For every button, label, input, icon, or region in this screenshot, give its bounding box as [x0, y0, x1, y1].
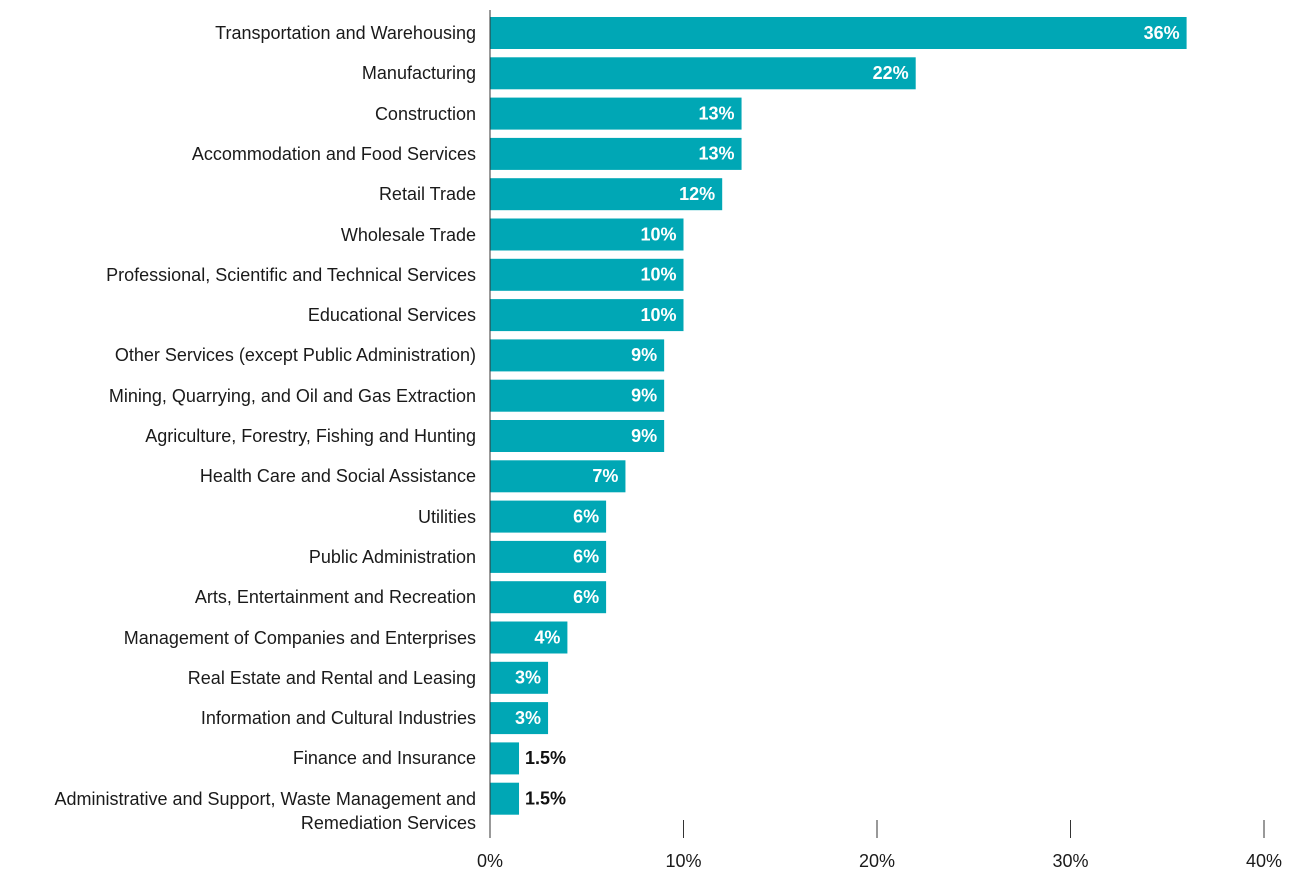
bar	[490, 57, 916, 90]
data-label: 10%	[640, 265, 676, 285]
bar	[490, 218, 684, 251]
data-label: 6%	[573, 506, 599, 526]
category-label: Construction	[374, 103, 476, 124]
category-label: Public Administration	[308, 546, 476, 567]
x-tick-label: 0%	[477, 851, 503, 871]
category-label: Administrative and Support, Waste Manage…	[54, 788, 476, 833]
x-tick-label: 10%	[665, 851, 701, 871]
data-label: 3%	[515, 668, 541, 688]
bar	[490, 420, 665, 452]
category-label: Manufacturing	[361, 63, 476, 84]
data-label: 13%	[699, 144, 735, 164]
category-label: Health Care and Social Assistance	[199, 466, 476, 487]
bar	[490, 540, 607, 573]
data-label: 6%	[573, 547, 599, 567]
bar	[490, 742, 520, 775]
bar	[490, 500, 607, 533]
data-label: 36%	[1144, 23, 1180, 43]
bar	[490, 379, 665, 412]
data-label: 1.5%	[525, 748, 566, 768]
category-label: Retail Trade	[378, 184, 476, 205]
data-label: 10%	[640, 305, 676, 325]
category-label: Utilities	[417, 506, 476, 527]
bar	[490, 17, 1187, 49]
data-label: 12%	[679, 184, 715, 204]
bar	[490, 702, 549, 735]
category-label: Transportation and Warehousing	[215, 23, 476, 43]
data-label: 9%	[631, 385, 657, 405]
bar	[490, 178, 723, 211]
data-label: 4%	[534, 627, 560, 647]
category-label: Other Services (except Public Administra…	[114, 345, 476, 366]
x-tick-label: 30%	[1052, 851, 1088, 871]
category-label: Management of Companies and Enterprises	[123, 627, 476, 648]
bar	[490, 339, 665, 372]
data-label: 22%	[873, 63, 909, 83]
x-tick-label: 40%	[1246, 851, 1282, 871]
category-label: Agriculture, Forestry, Fishing and Hunti…	[145, 426, 476, 446]
data-label: 9%	[631, 426, 657, 446]
bar	[490, 137, 742, 170]
data-label: 3%	[515, 708, 541, 728]
bar	[490, 621, 568, 654]
data-label: 1.5%	[525, 788, 566, 808]
bar	[490, 97, 742, 130]
category-label: Real Estate and Rental and Leasing	[187, 667, 476, 688]
category-label: Finance and Insurance	[292, 748, 476, 769]
category-label: Accommodation and Food Services	[191, 143, 476, 164]
data-label: 7%	[592, 466, 618, 486]
x-tick-label: 20%	[859, 851, 895, 871]
category-label: Wholesale Trade	[340, 224, 476, 245]
bar	[490, 258, 684, 291]
data-label: 13%	[699, 103, 735, 123]
bar	[490, 581, 607, 614]
category-label: Professional, Scientific and Technical S…	[106, 264, 476, 285]
bar	[490, 460, 626, 493]
data-label: 10%	[640, 224, 676, 244]
bar	[490, 661, 549, 694]
bar	[490, 299, 684, 332]
category-label: Arts, Entertainment and Recreation	[194, 587, 476, 608]
bar	[490, 782, 520, 815]
category-label: Educational Services	[307, 305, 476, 326]
category-label: Mining, Quarrying, and Oil and Gas Extra…	[108, 385, 476, 406]
data-label: 6%	[573, 587, 599, 607]
category-label: Information and Cultural Industries	[200, 708, 476, 729]
data-label: 9%	[631, 345, 657, 365]
